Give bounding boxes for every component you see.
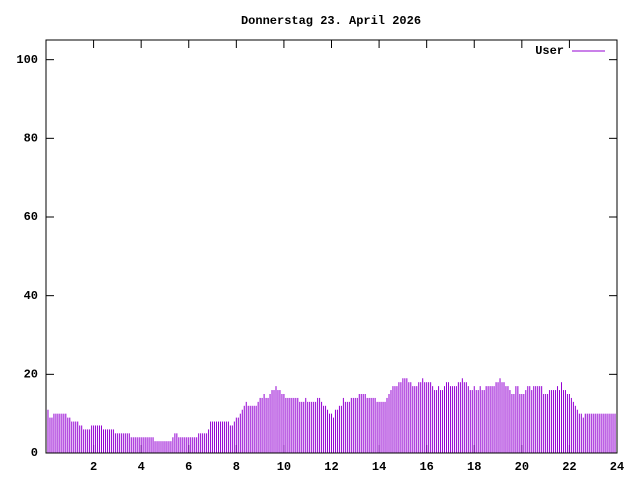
x-tick-label: 12 — [324, 460, 338, 474]
x-tick-label: 4 — [138, 460, 145, 474]
x-tick-label: 22 — [562, 460, 576, 474]
legend-label: User — [535, 44, 564, 58]
x-tick-label: 18 — [467, 460, 481, 474]
x-tick-label: 14 — [372, 460, 386, 474]
plot-frame — [45, 39, 618, 454]
x-tick-label: 8 — [233, 460, 240, 474]
x-tick-label: 6 — [185, 460, 192, 474]
x-tick-label: 20 — [515, 460, 529, 474]
x-tick-label: 24 — [610, 460, 624, 474]
y-tick-label: 20 — [24, 368, 38, 382]
x-tick-label: 16 — [419, 460, 433, 474]
chart-title: Donnerstag 23. April 2026 — [241, 14, 421, 28]
y-tick-label: 100 — [16, 53, 38, 67]
y-tick-label: 80 — [24, 132, 38, 146]
y-tick-label: 60 — [24, 210, 38, 224]
x-tick-label: 2 — [90, 460, 97, 474]
x-tick-label: 10 — [277, 460, 291, 474]
y-tick-label: 0 — [31, 446, 38, 460]
y-tick-label: 40 — [24, 289, 38, 303]
